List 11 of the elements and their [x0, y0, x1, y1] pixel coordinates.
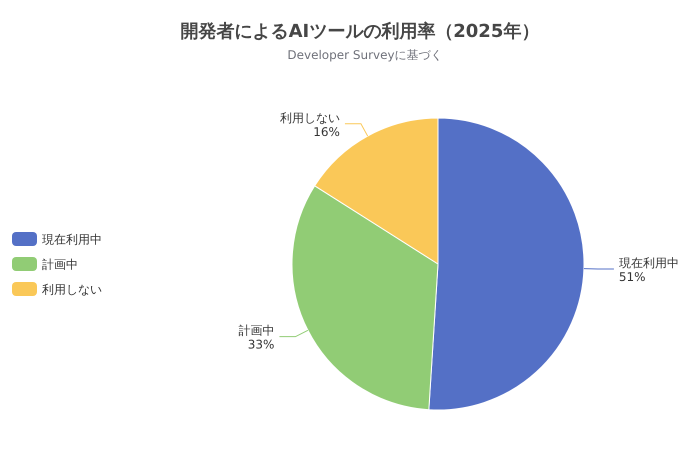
- slice-label: 利用しない: [280, 110, 340, 125]
- slice-label: 計画中: [238, 324, 274, 338]
- chart-title: 開発者によるAIツールの利用率（2025年）: [180, 21, 540, 42]
- legend-label: 計画中: [42, 258, 78, 272]
- legend-label: 利用しない: [42, 282, 102, 296]
- data-label: 33%: [248, 338, 274, 352]
- data-label: 16%: [313, 124, 340, 139]
- slice-label: 現在利用中: [618, 256, 679, 270]
- legend-label: 現在利用中: [42, 232, 102, 246]
- chart-subtitle: Developer Surveyに基づく: [287, 48, 443, 62]
- data-label: 51%: [618, 270, 646, 284]
